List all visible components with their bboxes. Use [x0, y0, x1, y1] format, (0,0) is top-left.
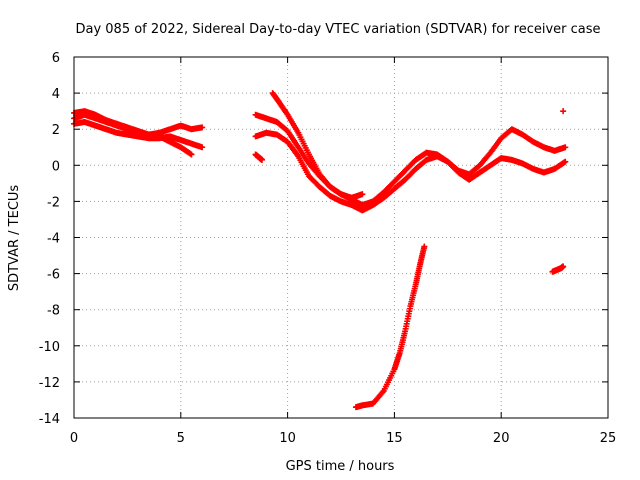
data-point [562, 158, 569, 165]
data-point [560, 263, 567, 270]
x-tick-label: 10 [279, 431, 296, 446]
data-series-track-2 [71, 118, 206, 151]
data-series-track-7 [352, 243, 428, 411]
y-tick-label: -8 [47, 304, 60, 319]
tick-labels: 0 5 10 15 20 25 -14 -12 -10 -8 -6 -4 -2 0 2 4 6 [39, 51, 617, 446]
x-tick-label: 15 [386, 431, 403, 446]
y-tick-label: -6 [47, 268, 60, 283]
y-tick-label: -10 [39, 340, 60, 355]
x-tick-label: 25 [600, 431, 617, 446]
data-series-track-4 [252, 129, 569, 214]
data-series-track-8 [252, 151, 265, 163]
x-tick-label: 5 [177, 431, 185, 446]
data-series-track-9 [549, 263, 567, 275]
chart-title: Day 085 of 2022, Sidereal Day-to-day VTE… [75, 22, 600, 37]
data-series-track-10 [560, 108, 567, 115]
y-tick-label: 2 [52, 123, 60, 138]
data-point [562, 144, 569, 151]
x-tick-label: 20 [493, 431, 510, 446]
y-axis-title: SDTVAR / TECUs [7, 185, 22, 292]
data-point [199, 124, 206, 131]
tick-marks [73, 56, 609, 419]
grid-lines [74, 57, 608, 418]
y-tick-label: -14 [39, 412, 60, 427]
y-tick-label: 4 [52, 87, 60, 102]
data-series-track-6 [269, 90, 366, 201]
y-tick-label: 0 [52, 159, 60, 174]
y-tick-label: -12 [39, 376, 60, 391]
data-point [421, 243, 428, 250]
y-tick-label: -4 [47, 232, 60, 247]
data-point [359, 191, 366, 198]
data-point [199, 144, 206, 151]
data-point [560, 108, 567, 115]
x-tick-label: 0 [70, 431, 78, 446]
data-points [71, 90, 569, 411]
data-point [188, 151, 195, 158]
x-axis-title: GPS time / hours [286, 459, 395, 474]
data-point [258, 156, 265, 163]
y-tick-label: -2 [47, 195, 60, 210]
y-tick-label: 6 [52, 51, 60, 66]
